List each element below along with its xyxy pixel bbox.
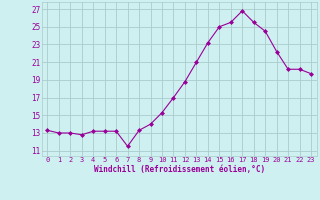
X-axis label: Windchill (Refroidissement éolien,°C): Windchill (Refroidissement éolien,°C) <box>94 165 265 174</box>
